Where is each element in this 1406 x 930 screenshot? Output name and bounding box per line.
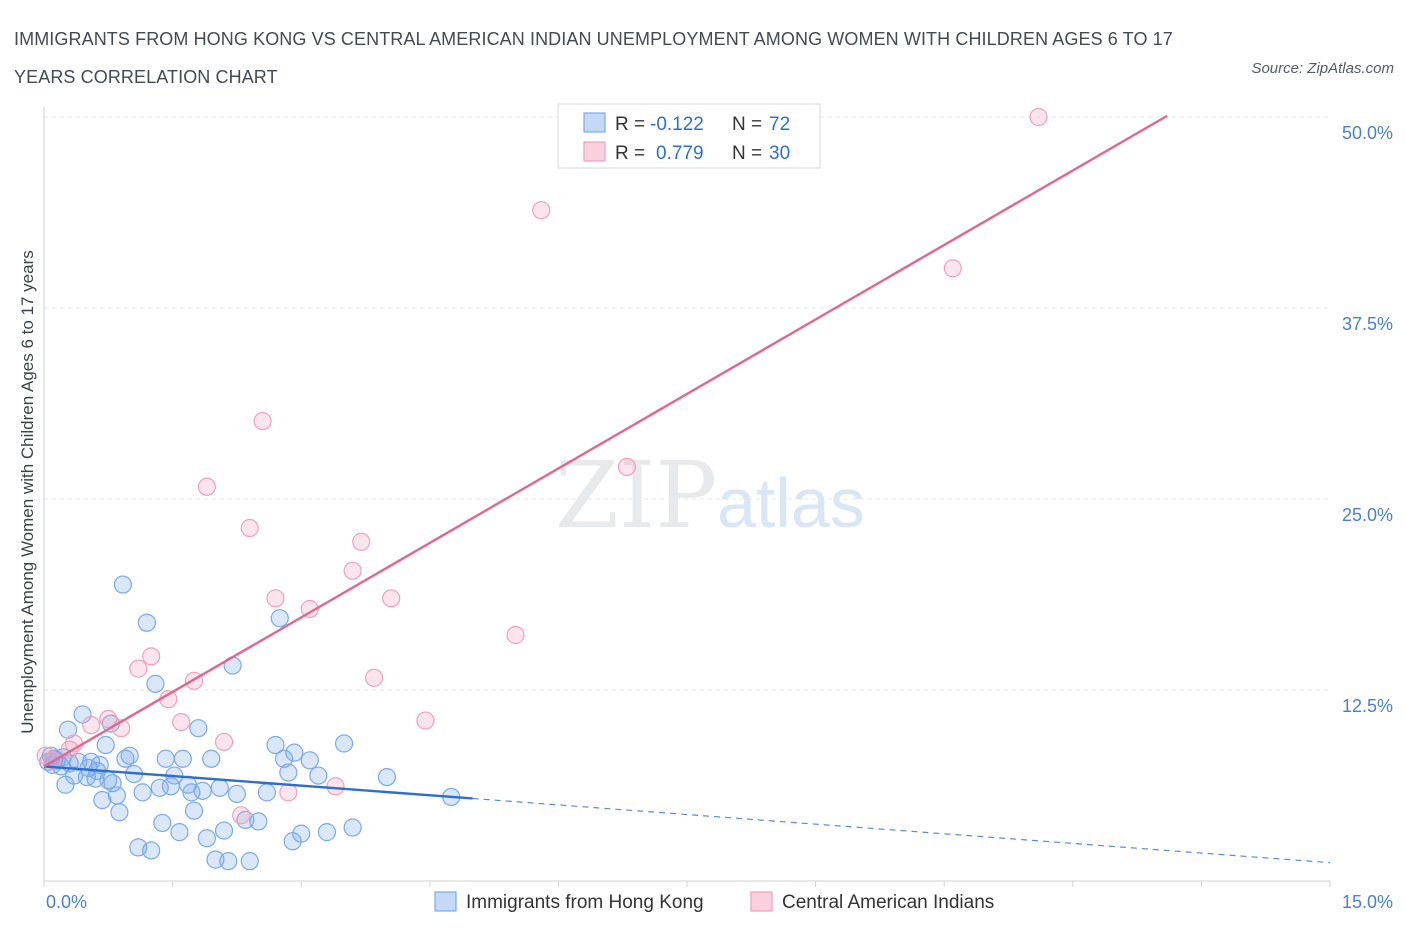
point-central-american xyxy=(253,411,272,431)
chart-title: IMMIGRANTS FROM HONG KONG VS CENTRAL AME… xyxy=(14,29,1173,87)
point-central-american xyxy=(617,457,637,477)
watermark: ZIP atlas xyxy=(555,442,865,549)
point-hong-kong xyxy=(142,841,161,860)
point-hong-kong xyxy=(110,803,129,822)
point-hong-kong xyxy=(317,823,337,842)
point-hong-kong xyxy=(107,786,126,805)
stats-r-value-central-american: 0.779 xyxy=(656,143,704,164)
point-central-american xyxy=(129,659,148,678)
point-central-american xyxy=(232,806,251,825)
point-hong-kong xyxy=(270,609,289,628)
legend-swatch-central-american xyxy=(750,891,773,912)
legend-label-hong-kong: Immigrants from Hong Kong xyxy=(466,892,704,913)
point-hong-kong xyxy=(113,575,132,594)
point-hong-kong xyxy=(227,784,246,804)
point-central-american xyxy=(300,599,319,619)
point-central-american xyxy=(364,668,384,687)
point-hong-kong xyxy=(96,735,115,755)
point-hong-kong xyxy=(279,763,298,782)
y-tick-label: 25.0% xyxy=(1342,505,1393,525)
point-hong-kong xyxy=(137,613,156,632)
point-central-american xyxy=(240,518,259,538)
point-central-american xyxy=(532,201,551,220)
stats-box: R = -0.122 N = 72 R = 0.779 N = 30 xyxy=(557,103,821,169)
point-hong-kong xyxy=(193,781,212,800)
point-hong-kong xyxy=(120,746,139,765)
stats-n-label: N = xyxy=(732,114,762,135)
point-hong-kong xyxy=(292,824,311,843)
point-hong-kong xyxy=(266,735,285,755)
watermark-zip: ZIP xyxy=(555,442,717,549)
stats-r-value-hong-kong: -0.122 xyxy=(650,114,704,135)
axes xyxy=(43,107,1331,887)
point-hong-kong xyxy=(343,818,362,837)
point-hong-kong xyxy=(377,767,397,787)
point-hong-kong xyxy=(334,734,354,753)
point-central-american xyxy=(172,712,191,732)
point-hong-kong xyxy=(189,719,208,738)
legend-label-central-american: Central American Indians xyxy=(782,892,994,913)
point-hong-kong xyxy=(184,801,204,820)
point-central-american xyxy=(352,532,371,551)
stats-r-label: R = xyxy=(615,143,645,164)
point-central-american xyxy=(82,716,101,735)
point-hong-kong xyxy=(240,852,259,871)
y-tick-label: 37.5% xyxy=(1342,314,1393,334)
point-central-american xyxy=(99,709,118,729)
y-tick-label: 12.5% xyxy=(1342,696,1393,716)
point-central-american xyxy=(326,777,345,796)
point-central-american xyxy=(197,477,216,496)
point-hong-kong xyxy=(300,751,319,770)
point-hong-kong xyxy=(197,829,216,848)
trend-line-hong-kong xyxy=(43,765,473,800)
point-hong-kong xyxy=(133,783,152,802)
point-hong-kong xyxy=(274,749,294,768)
trend-line-hong-kong-extrapolated xyxy=(472,797,1331,864)
point-hong-kong xyxy=(210,778,229,797)
point-central-american xyxy=(142,647,161,666)
point-hong-kong xyxy=(202,749,221,768)
point-central-american xyxy=(506,625,525,645)
stats-r-label: R = xyxy=(615,114,645,135)
point-hong-kong xyxy=(219,852,238,871)
x-tick-label-max: 15.0% xyxy=(1342,892,1393,912)
point-hong-kong xyxy=(146,674,165,693)
stats-swatch-central-american xyxy=(583,141,606,162)
point-central-american xyxy=(266,589,285,608)
gridlines xyxy=(44,116,1330,691)
stats-n-value-hong-kong: 72 xyxy=(769,114,790,135)
stats-n-label: N = xyxy=(732,143,762,164)
watermark-atlas: atlas xyxy=(717,464,865,542)
point-central-american xyxy=(343,561,362,580)
point-central-american xyxy=(416,711,435,730)
point-central-american xyxy=(1029,107,1048,127)
legend-swatch-hong-kong xyxy=(434,891,457,912)
y-axis-label: Unemployment Among Women with Children A… xyxy=(18,250,37,734)
point-central-american xyxy=(382,589,401,608)
stats-swatch-hong-kong xyxy=(583,112,606,133)
tick-labels: 12.5% 25.0% 37.5% 50.0% 0.0% 15.0% xyxy=(46,123,1393,912)
point-central-american xyxy=(943,259,962,278)
point-hong-kong xyxy=(285,743,304,762)
x-tick-label-min: 0.0% xyxy=(46,892,87,912)
point-hong-kong xyxy=(214,821,234,840)
point-hong-kong xyxy=(93,790,112,810)
stats-n-value-central-american: 30 xyxy=(769,143,790,164)
point-central-american xyxy=(279,783,298,802)
point-central-american xyxy=(214,732,234,752)
source-label: Source: ZipAtlas.com xyxy=(1251,60,1394,77)
trend-lines xyxy=(43,114,1331,864)
point-hong-kong xyxy=(153,813,172,833)
point-hong-kong xyxy=(249,812,268,831)
legend: Immigrants from Hong Kong Central Americ… xyxy=(434,891,994,913)
point-hong-kong xyxy=(309,766,328,785)
data-points xyxy=(36,107,1048,871)
point-hong-kong xyxy=(170,823,189,842)
point-hong-kong xyxy=(156,749,175,768)
trend-line-central-american xyxy=(43,114,1168,768)
point-hong-kong xyxy=(173,749,192,768)
y-tick-label: 50.0% xyxy=(1342,123,1393,143)
point-hong-kong xyxy=(257,783,277,802)
